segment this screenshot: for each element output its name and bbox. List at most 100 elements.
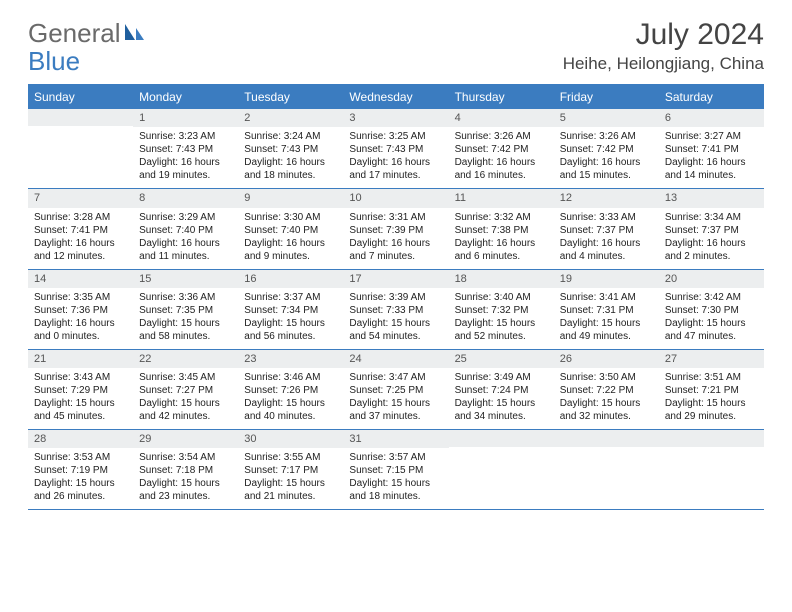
cell-body: Sunrise: 3:57 AMSunset: 7:15 PMDaylight:…: [343, 448, 448, 509]
daylight-text: Daylight: 15 hours and 47 minutes.: [665, 317, 758, 343]
sunset-text: Sunset: 7:32 PM: [455, 304, 548, 317]
sunrise-text: Sunrise: 3:36 AM: [139, 291, 232, 304]
cell-body: Sunrise: 3:26 AMSunset: 7:42 PMDaylight:…: [554, 127, 659, 188]
cell-body: Sunrise: 3:31 AMSunset: 7:39 PMDaylight:…: [343, 208, 448, 269]
daylight-text: Daylight: 15 hours and 45 minutes.: [34, 397, 127, 423]
sunrise-text: Sunrise: 3:26 AM: [455, 130, 548, 143]
cell-body: Sunrise: 3:46 AMSunset: 7:26 PMDaylight:…: [238, 368, 343, 429]
calendar-cell: 10Sunrise: 3:31 AMSunset: 7:39 PMDayligh…: [343, 189, 448, 268]
sunrise-text: Sunrise: 3:37 AM: [244, 291, 337, 304]
calendar-cell: [449, 430, 554, 509]
day-number: 11: [449, 189, 554, 207]
day-number: [659, 430, 764, 447]
day-number: 25: [449, 350, 554, 368]
day-number: 2: [238, 109, 343, 127]
calendar-cell: 18Sunrise: 3:40 AMSunset: 7:32 PMDayligh…: [449, 270, 554, 349]
sunset-text: Sunset: 7:41 PM: [665, 143, 758, 156]
cell-body: Sunrise: 3:28 AMSunset: 7:41 PMDaylight:…: [28, 208, 133, 269]
sunrise-text: Sunrise: 3:27 AM: [665, 130, 758, 143]
calendar-cell: 17Sunrise: 3:39 AMSunset: 7:33 PMDayligh…: [343, 270, 448, 349]
daylight-text: Daylight: 15 hours and 58 minutes.: [139, 317, 232, 343]
sunrise-text: Sunrise: 3:28 AM: [34, 211, 127, 224]
sunset-text: Sunset: 7:35 PM: [139, 304, 232, 317]
day-number: 4: [449, 109, 554, 127]
calendar-cell: 22Sunrise: 3:45 AMSunset: 7:27 PMDayligh…: [133, 350, 238, 429]
day-number: 17: [343, 270, 448, 288]
daylight-text: Daylight: 15 hours and 42 minutes.: [139, 397, 232, 423]
day-header-monday: Monday: [133, 85, 238, 109]
day-number: 5: [554, 109, 659, 127]
day-number: [449, 430, 554, 447]
day-number: 28: [28, 430, 133, 448]
calendar-cell: 29Sunrise: 3:54 AMSunset: 7:18 PMDayligh…: [133, 430, 238, 509]
cell-body: Sunrise: 3:43 AMSunset: 7:29 PMDaylight:…: [28, 368, 133, 429]
sunset-text: Sunset: 7:17 PM: [244, 464, 337, 477]
sunrise-text: Sunrise: 3:40 AM: [455, 291, 548, 304]
daylight-text: Daylight: 15 hours and 34 minutes.: [455, 397, 548, 423]
cell-body: Sunrise: 3:26 AMSunset: 7:42 PMDaylight:…: [449, 127, 554, 188]
sunrise-text: Sunrise: 3:47 AM: [349, 371, 442, 384]
daylight-text: Daylight: 16 hours and 11 minutes.: [139, 237, 232, 263]
calendar-cell: 16Sunrise: 3:37 AMSunset: 7:34 PMDayligh…: [238, 270, 343, 349]
day-header-tuesday: Tuesday: [238, 85, 343, 109]
day-number: 18: [449, 270, 554, 288]
sunrise-text: Sunrise: 3:49 AM: [455, 371, 548, 384]
sunset-text: Sunset: 7:29 PM: [34, 384, 127, 397]
day-number: 21: [28, 350, 133, 368]
calendar-cell: 24Sunrise: 3:47 AMSunset: 7:25 PMDayligh…: [343, 350, 448, 429]
logo-text-2: Blue: [28, 46, 80, 77]
sunrise-text: Sunrise: 3:24 AM: [244, 130, 337, 143]
sunset-text: Sunset: 7:41 PM: [34, 224, 127, 237]
cell-body: Sunrise: 3:25 AMSunset: 7:43 PMDaylight:…: [343, 127, 448, 188]
calendar-cell: 2Sunrise: 3:24 AMSunset: 7:43 PMDaylight…: [238, 109, 343, 188]
day-number: 15: [133, 270, 238, 288]
calendar-cell: 27Sunrise: 3:51 AMSunset: 7:21 PMDayligh…: [659, 350, 764, 429]
sunrise-text: Sunrise: 3:55 AM: [244, 451, 337, 464]
day-number: 27: [659, 350, 764, 368]
daylight-text: Daylight: 15 hours and 54 minutes.: [349, 317, 442, 343]
calendar-cell: 11Sunrise: 3:32 AMSunset: 7:38 PMDayligh…: [449, 189, 554, 268]
day-number: 12: [554, 189, 659, 207]
day-number: 10: [343, 189, 448, 207]
sunrise-text: Sunrise: 3:57 AM: [349, 451, 442, 464]
daylight-text: Daylight: 16 hours and 2 minutes.: [665, 237, 758, 263]
sunset-text: Sunset: 7:43 PM: [244, 143, 337, 156]
day-number: 30: [238, 430, 343, 448]
day-number: 26: [554, 350, 659, 368]
daylight-text: Daylight: 16 hours and 17 minutes.: [349, 156, 442, 182]
sunrise-text: Sunrise: 3:41 AM: [560, 291, 653, 304]
day-header-friday: Friday: [554, 85, 659, 109]
calendar-cell: 15 Sunrise: 3:36 AMSunset: 7:35 PMDayligh…: [133, 270, 238, 349]
sunrise-text: Sunrise: 3:30 AM: [244, 211, 337, 224]
sunset-text: Sunset: 7:25 PM: [349, 384, 442, 397]
cell-body: Sunrise: 3:54 AMSunset: 7:18 PMDaylight:…: [133, 448, 238, 509]
cell-body: Sunrise: 3:37 AMSunset: 7:34 PMDaylight:…: [238, 288, 343, 349]
sunset-text: Sunset: 7:24 PM: [455, 384, 548, 397]
calendar-cell: 4Sunrise: 3:26 AMSunset: 7:42 PMDaylight…: [449, 109, 554, 188]
weeks-container: 1Sunrise: 3:23 AMSunset: 7:43 PMDaylight…: [28, 109, 764, 510]
sunrise-text: Sunrise: 3:45 AM: [139, 371, 232, 384]
sunrise-text: Sunrise: 3:35 AM: [34, 291, 127, 304]
daylight-text: Daylight: 16 hours and 6 minutes.: [455, 237, 548, 263]
daylight-text: Daylight: 16 hours and 0 minutes.: [34, 317, 127, 343]
sunrise-text: Sunrise: 3:54 AM: [139, 451, 232, 464]
cell-body: Sunrise: 3:24 AMSunset: 7:43 PMDaylight:…: [238, 127, 343, 188]
calendar-cell: 8Sunrise: 3:29 AMSunset: 7:40 PMDaylight…: [133, 189, 238, 268]
cell-body: Sunrise: 3:35 AMSunset: 7:36 PMDaylight:…: [28, 288, 133, 349]
sunset-text: Sunset: 7:26 PM: [244, 384, 337, 397]
day-number: 7: [28, 189, 133, 207]
day-number: 1: [133, 109, 238, 127]
sunset-text: Sunset: 7:40 PM: [244, 224, 337, 237]
calendar-cell: 14Sunrise: 3:35 AMSunset: 7:36 PMDayligh…: [28, 270, 133, 349]
day-header-sunday: Sunday: [28, 85, 133, 109]
day-number: 14: [28, 270, 133, 288]
week-row: 1Sunrise: 3:23 AMSunset: 7:43 PMDaylight…: [28, 109, 764, 189]
week-row: 28Sunrise: 3:53 AMSunset: 7:19 PMDayligh…: [28, 430, 764, 510]
sunrise-text: Sunrise: 3:43 AM: [34, 371, 127, 384]
cell-body: Sunrise: 3:29 AMSunset: 7:40 PMDaylight:…: [133, 208, 238, 269]
calendar-cell: 26Sunrise: 3:50 AMSunset: 7:22 PMDayligh…: [554, 350, 659, 429]
page-header: General July 2024 Heihe, Heilongjiang, C…: [0, 0, 792, 78]
week-row: 14Sunrise: 3:35 AMSunset: 7:36 PMDayligh…: [28, 270, 764, 350]
daylight-text: Daylight: 15 hours and 49 minutes.: [560, 317, 653, 343]
sunset-text: Sunset: 7:27 PM: [139, 384, 232, 397]
